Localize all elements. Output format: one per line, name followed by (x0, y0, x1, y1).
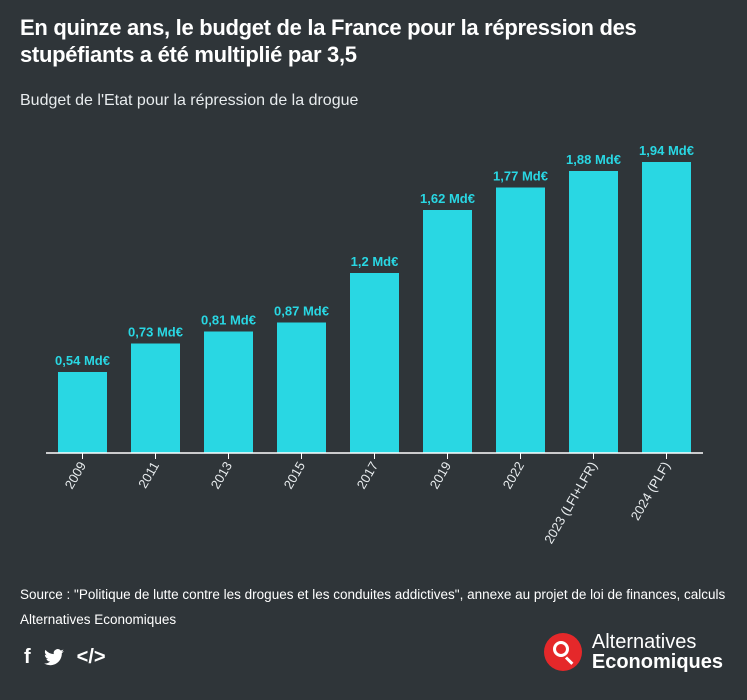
bar-2009 (58, 372, 107, 453)
bar-2019 (423, 210, 472, 453)
data-label: 1,2 Md€ (351, 254, 399, 269)
x-tick-label: 2019 (427, 459, 454, 492)
bar-2015 (277, 322, 326, 453)
x-tick-label: 2017 (354, 459, 381, 492)
x-tick-label: 2011 (135, 459, 162, 491)
bar-2024-plf- (642, 162, 691, 453)
data-label: 0,54 Md€ (55, 353, 110, 368)
chart-title: En quinze ans, le budget de la France po… (20, 15, 637, 67)
x-tick-label: 2024 (PLF) (628, 459, 674, 523)
data-label: 1,77 Md€ (493, 169, 548, 184)
bar-2011 (131, 343, 180, 453)
brand-line1: Alternatives (591, 631, 697, 653)
chart-subtitle: Budget de l'Etat pour la répression de l… (20, 92, 359, 109)
data-label: 1,88 Md€ (566, 152, 621, 167)
brand-line2: Economiques (591, 651, 723, 673)
bar-chart: 0,54 Md€ 2009 0,73 Md€ 2011 0,81 Md€ 2013 0,87… (46, 143, 703, 546)
facebook-icon[interactable]: f (24, 646, 31, 668)
x-tick-label: 2023 (LFI+LFR) (541, 459, 600, 546)
brand-logo[interactable]: Alternatives Economiques (543, 631, 723, 673)
bar-2013 (204, 331, 253, 453)
twitter-icon[interactable] (43, 648, 65, 667)
bar-2017 (350, 273, 399, 453)
data-label: 0,87 Md€ (274, 304, 329, 319)
data-label: 1,94 Md€ (639, 143, 694, 158)
social-links: f </> (24, 646, 106, 669)
magnifier-icon (543, 633, 582, 671)
x-tick-label: 2022 (500, 459, 527, 492)
x-tick-label: 2015 (281, 459, 308, 492)
x-tick-label: 2013 (208, 459, 235, 492)
source-note: Source : "Politique de lutte contre les … (20, 587, 726, 627)
bar-2023-lfi-lfr- (569, 171, 618, 453)
data-label: 1,62 Md€ (420, 191, 475, 206)
data-label: 0,81 Md€ (201, 313, 256, 328)
embed-icon[interactable]: </> (76, 646, 106, 668)
data-label: 0,73 Md€ (128, 325, 183, 340)
bar-2022 (496, 187, 545, 453)
x-tick-label: 2009 (62, 459, 89, 492)
